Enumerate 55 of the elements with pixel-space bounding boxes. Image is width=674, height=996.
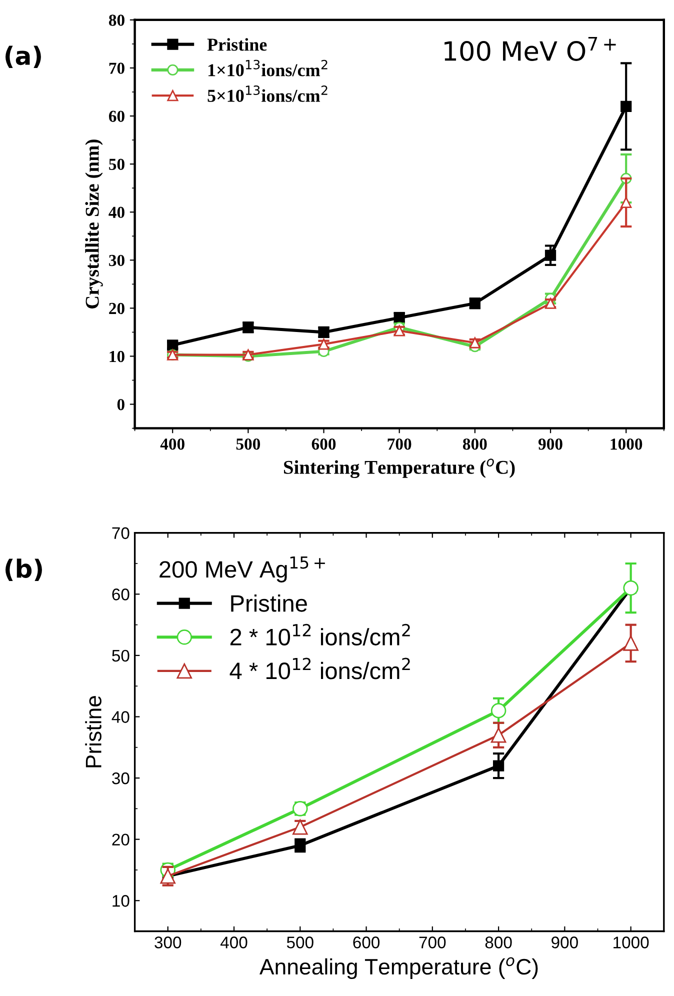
x-tick-label: 900 xyxy=(552,936,578,948)
point xyxy=(490,727,506,743)
point xyxy=(490,702,506,718)
y-tick-label: 70 xyxy=(112,527,130,540)
x-tick-label: 500 xyxy=(236,438,260,450)
x-axis-title: Sintering Temperature ($^{o}$C) xyxy=(284,458,515,478)
y-tick-label: 70 xyxy=(109,62,124,74)
point xyxy=(292,819,308,835)
y-tick-label: 30 xyxy=(112,772,130,784)
x-tick-label: 600 xyxy=(312,438,336,450)
x-tick-label: 600 xyxy=(353,936,380,948)
y-tick-label: 40 xyxy=(112,711,130,723)
point xyxy=(623,636,638,651)
x-tick-label: 500 xyxy=(286,936,314,948)
y-tick-label: 40 xyxy=(108,206,124,218)
point xyxy=(620,100,632,112)
y-axis-title: Crystallite Size (nm) xyxy=(85,140,103,308)
legend-label: Pristine xyxy=(207,38,267,51)
x-tick-label: 700 xyxy=(419,936,446,948)
y-tick-label: 50 xyxy=(109,158,124,170)
legend-title: 200 MeV Ag$^{15+}$ xyxy=(160,556,325,582)
y-tick-label: 20 xyxy=(112,834,130,846)
x-tick-label: 1000 xyxy=(610,438,642,450)
legend-label: 1×10$^{13}$ions/cm$^{2}$ xyxy=(208,60,328,76)
y-tick-label: 30 xyxy=(109,254,124,266)
point xyxy=(160,868,176,884)
y-tick-label: 0 xyxy=(117,398,124,410)
x-tick-label: 700 xyxy=(388,438,412,450)
x-tick-label: 400 xyxy=(160,438,184,450)
x-tick-label: 1000 xyxy=(614,936,649,948)
text: (b) xyxy=(6,558,42,581)
legend-label: 2 * 10$^{12}$ ions/cm$^{2}$ xyxy=(230,624,410,646)
y-tick-label: 60 xyxy=(108,110,124,122)
y-tick-label: 80 xyxy=(108,14,124,26)
legend-label: Pristine xyxy=(231,594,307,612)
point xyxy=(544,250,556,261)
y-axis-title: Pristine xyxy=(85,696,102,768)
x-axis-title: Annealing Temperature ($^{o}$C) xyxy=(260,957,538,980)
y-tick-label: 50 xyxy=(112,650,130,662)
x-tick-label: 900 xyxy=(538,438,562,450)
legend-label: 4 * 10$^{12}$ ions/cm$^{2}$ xyxy=(230,658,410,680)
point xyxy=(620,196,632,208)
x-tick-label: 400 xyxy=(220,936,248,948)
y-tick-label: 60 xyxy=(112,588,130,600)
y-tick-label: 10 xyxy=(110,350,124,362)
y-tick-label: 10 xyxy=(112,895,130,907)
point xyxy=(492,760,504,772)
x-tick-label: 800 xyxy=(462,438,487,450)
x-tick-label: 300 xyxy=(154,936,182,948)
y-tick-label: 20 xyxy=(109,302,124,314)
point xyxy=(167,340,178,351)
annotation: 100 MeV O$^{7+}$ xyxy=(444,37,616,61)
text: (a) xyxy=(6,46,41,68)
legend-label: 5×10$^{13}$ions/cm$^{2}$ xyxy=(208,85,328,102)
x-tick-label: 800 xyxy=(485,936,512,948)
